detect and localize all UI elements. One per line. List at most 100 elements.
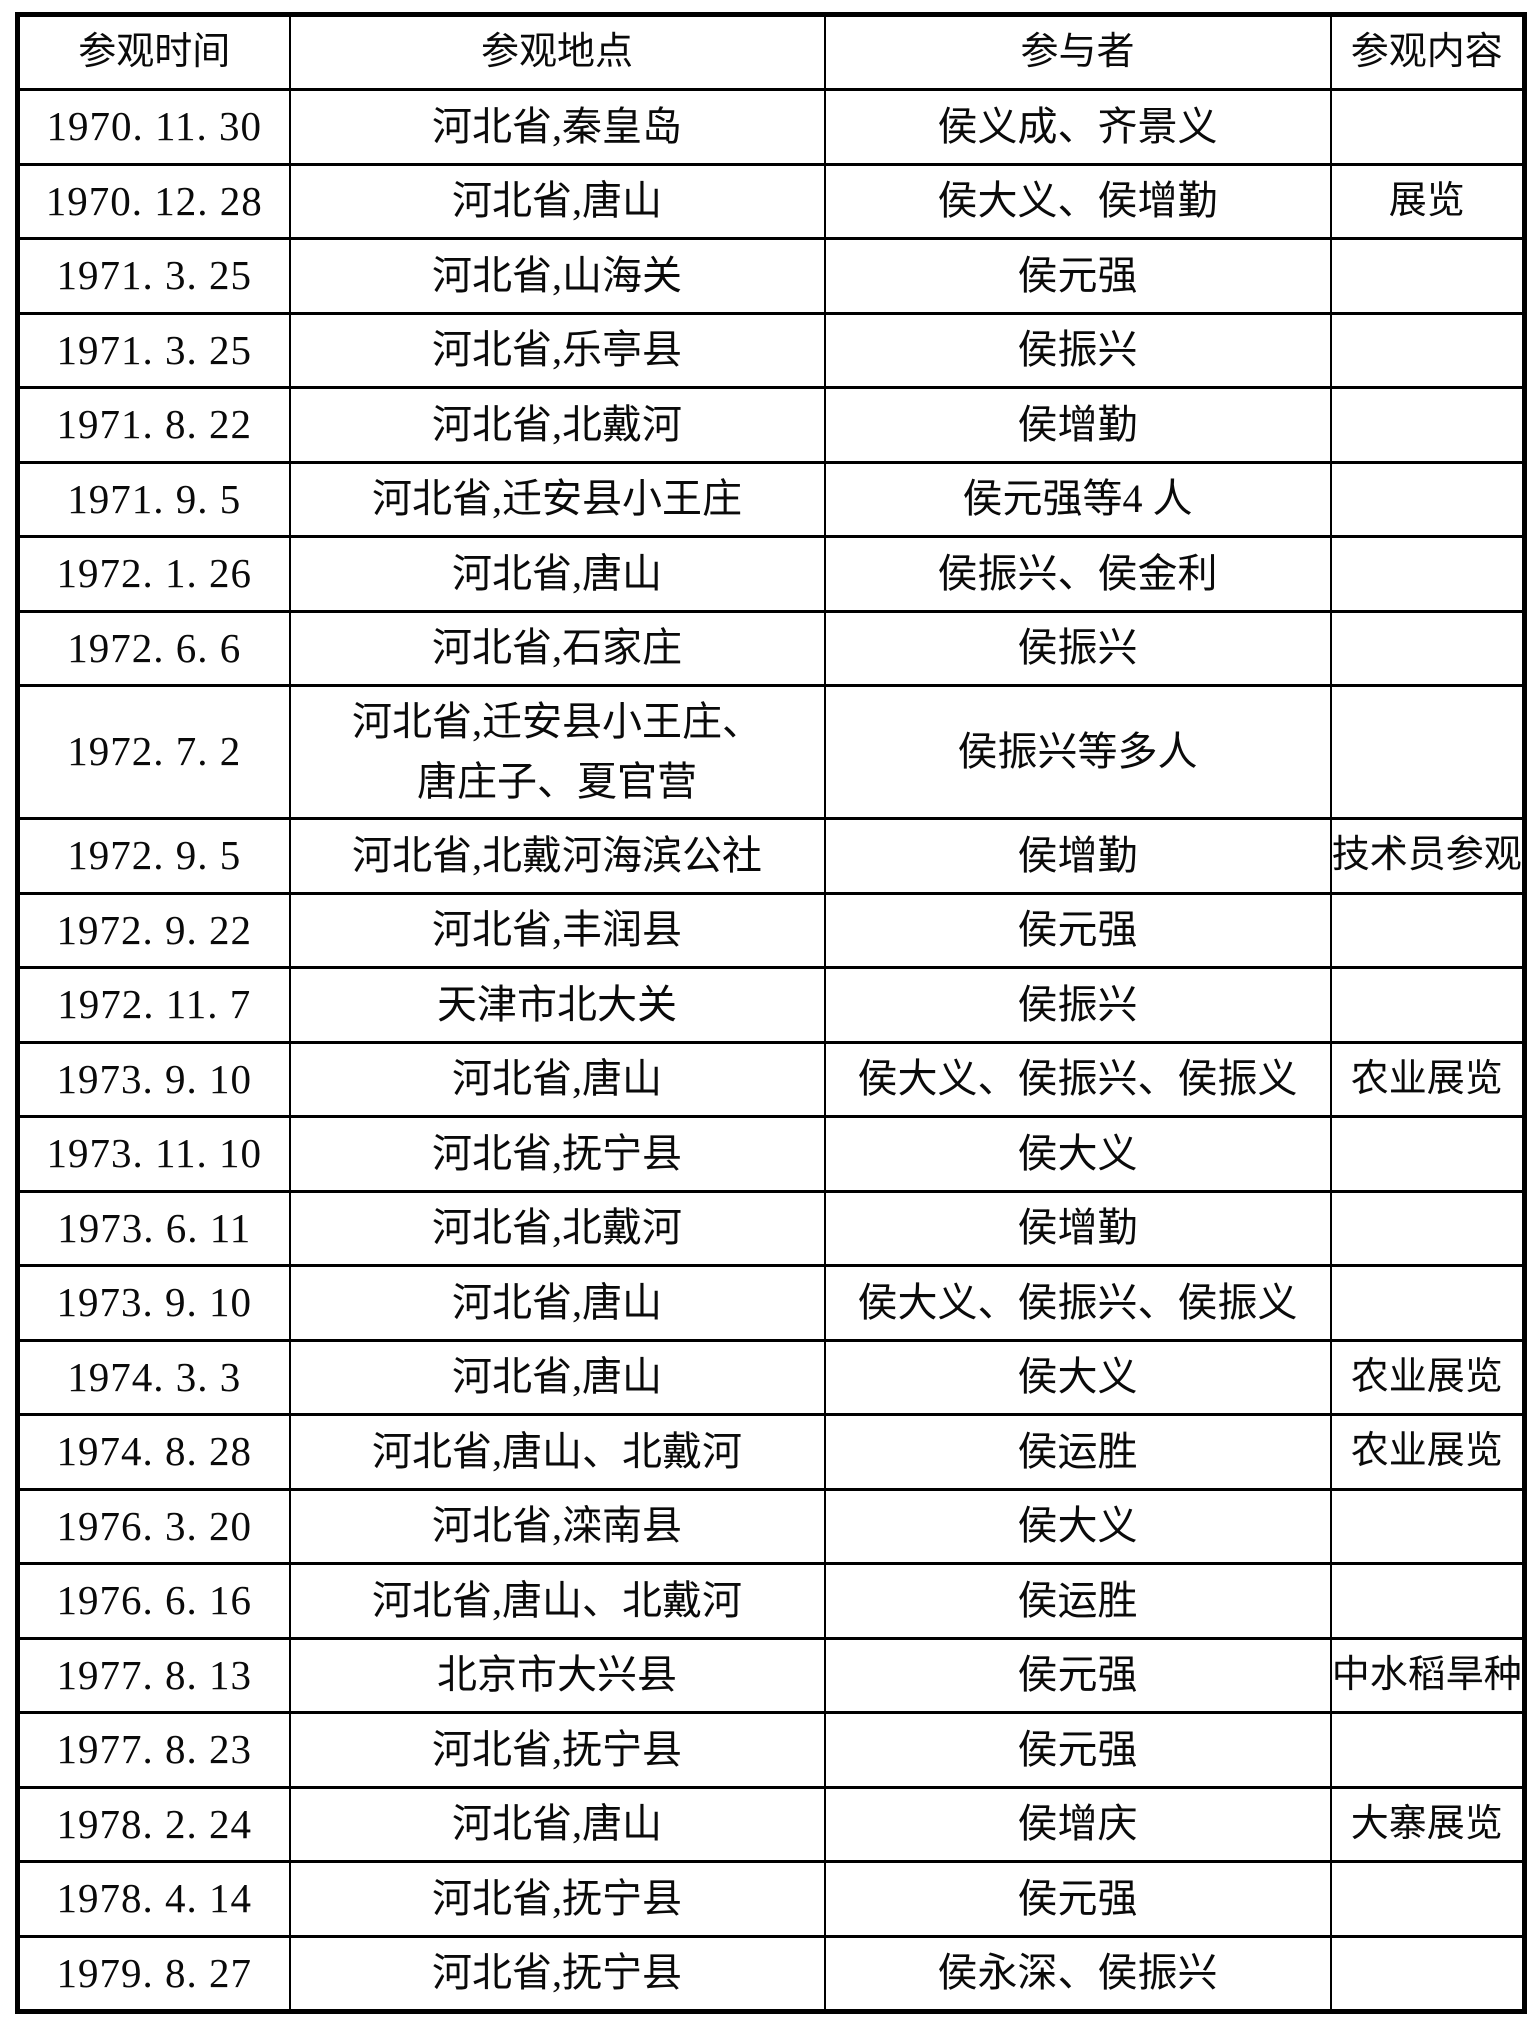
cell-visit-time: 1972. 11. 7 xyxy=(16,966,291,1044)
table-row: 1978. 2. 24 河北省,唐山 侯增庆 大寨展览 xyxy=(16,1785,1526,1863)
cell-visit-place: 北京市大兴县 xyxy=(288,1636,826,1714)
cell-visit-time: 1977. 8. 23 xyxy=(16,1711,291,1789)
cell-visit-place: 河北省,北戴河 xyxy=(288,1189,826,1267)
table-row: 1972. 7. 2 河北省,迁安县小王庄、 唐庄子、夏官营 侯振兴等多人 xyxy=(16,684,1526,820)
cell-visit-content xyxy=(1329,237,1526,315)
cell-visit-place: 河北省,山海关 xyxy=(288,237,826,315)
cell-participants: 侯大义 xyxy=(823,1115,1332,1193)
cell-visit-time: 1972. 9. 22 xyxy=(16,891,291,969)
cell-visit-content xyxy=(1329,1487,1526,1565)
cell-visit-content: 农业展览 xyxy=(1329,1413,1526,1491)
cell-visit-content xyxy=(1329,386,1526,464)
cell-visit-time: 1972. 7. 2 xyxy=(16,684,291,820)
cell-visit-time: 1977. 8. 13 xyxy=(16,1636,291,1714)
cell-visit-place: 河北省,石家庄 xyxy=(288,609,826,687)
cell-visit-time: 1979. 8. 27 xyxy=(16,1934,291,2013)
table-row: 1972. 6. 6 河北省,石家庄 侯振兴 xyxy=(16,609,1526,687)
table-row: 1971. 3. 25 河北省,乐亭县 侯振兴 xyxy=(16,311,1526,389)
table-row: 1974. 8. 28 河北省,唐山、北戴河 侯运胜 农业展览 xyxy=(16,1413,1526,1491)
cell-participants: 侯元强 xyxy=(823,1636,1332,1714)
cell-visit-content xyxy=(1329,1934,1526,2013)
table-row: 1971. 8. 22 河北省,北戴河 侯增勤 xyxy=(16,386,1526,464)
cell-visit-content xyxy=(1329,891,1526,969)
cell-visit-content xyxy=(1329,1115,1526,1193)
cell-participants: 侯元强等4 人 xyxy=(823,460,1332,538)
cell-visit-time: 1972. 9. 5 xyxy=(16,817,291,895)
cell-visit-place: 河北省,北戴河 xyxy=(288,386,826,464)
cell-visit-place: 河北省,滦南县 xyxy=(288,1487,826,1565)
table-row: 1972. 1. 26 河北省,唐山 侯振兴、侯金利 xyxy=(16,535,1526,613)
cell-visit-time: 1978. 4. 14 xyxy=(16,1860,291,1938)
cell-participants: 侯元强 xyxy=(823,1860,1332,1938)
table-row: 1977. 8. 13 北京市大兴县 侯元强 中水稻旱种 xyxy=(16,1636,1526,1714)
cell-visit-time: 1970. 11. 30 xyxy=(16,88,291,166)
table-row: 1972. 9. 22 河北省,丰润县 侯元强 xyxy=(16,891,1526,969)
header-visit-time: 参观时间 xyxy=(16,13,291,91)
cell-participants: 侯义成、齐景义 xyxy=(823,88,1332,166)
cell-visit-content xyxy=(1329,311,1526,389)
cell-participants: 侯运胜 xyxy=(823,1413,1332,1491)
cell-visit-content: 中水稻旱种 xyxy=(1329,1636,1526,1714)
cell-visit-content: 大寨展览 xyxy=(1329,1785,1526,1863)
cell-participants: 侯振兴 xyxy=(823,609,1332,687)
cell-visit-place: 河北省,抚宁县 xyxy=(288,1711,826,1789)
table-row: 1970. 12. 28 河北省,唐山 侯大义、侯增勤 展览 xyxy=(16,162,1526,240)
cell-participants: 侯振兴等多人 xyxy=(823,684,1332,820)
cell-visit-content: 技术员参观 xyxy=(1329,817,1526,895)
cell-participants: 侯大义、侯振兴、侯振义 xyxy=(823,1040,1332,1118)
cell-visit-time: 1974. 8. 28 xyxy=(16,1413,291,1491)
header-participants: 参与者 xyxy=(823,13,1332,91)
cell-visit-place: 河北省,抚宁县 xyxy=(288,1934,826,2013)
cell-visit-time: 1978. 2. 24 xyxy=(16,1785,291,1863)
cell-visit-time: 1971. 3. 25 xyxy=(16,311,291,389)
cell-visit-time: 1971. 8. 22 xyxy=(16,386,291,464)
cell-participants: 侯增勤 xyxy=(823,817,1332,895)
cell-visit-content xyxy=(1329,535,1526,613)
table-row: 1973. 11. 10 河北省,抚宁县 侯大义 xyxy=(16,1115,1526,1193)
table-row: 1978. 4. 14 河北省,抚宁县 侯元强 xyxy=(16,1860,1526,1938)
table-header: 参观时间 参观地点 参与者 参观内容 xyxy=(16,13,1526,91)
header-row: 参观时间 参观地点 参与者 参观内容 xyxy=(16,13,1526,91)
visits-table: 参观时间 参观地点 参与者 参观内容 1970. 11. 30 河北省,秦皇岛 … xyxy=(15,12,1527,2014)
table-row: 1971. 9. 5 河北省,迁安县小王庄 侯元强等4 人 xyxy=(16,460,1526,538)
table-row: 1972. 9. 5 河北省,北戴河海滨公社 侯增勤 技术员参观 xyxy=(16,817,1526,895)
cell-visit-place: 河北省,抚宁县 xyxy=(288,1860,826,1938)
table-body: 1970. 11. 30 河北省,秦皇岛 侯义成、齐景义 1970. 12. 2… xyxy=(16,88,1526,2013)
header-visit-place: 参观地点 xyxy=(288,13,826,91)
cell-visit-content xyxy=(1329,1860,1526,1938)
cell-visit-time: 1972. 1. 26 xyxy=(16,535,291,613)
cell-visit-place: 河北省,抚宁县 xyxy=(288,1115,826,1193)
cell-visit-content xyxy=(1329,460,1526,538)
cell-visit-content xyxy=(1329,88,1526,166)
cell-participants: 侯增勤 xyxy=(823,1189,1332,1267)
table-row: 1974. 3. 3 河北省,唐山 侯大义 农业展览 xyxy=(16,1338,1526,1416)
cell-visit-content xyxy=(1329,609,1526,687)
cell-visit-content: 农业展览 xyxy=(1329,1338,1526,1416)
cell-visit-place: 河北省,迁安县小王庄 xyxy=(288,460,826,538)
cell-visit-place: 河北省,迁安县小王庄、 唐庄子、夏官营 xyxy=(288,684,826,820)
cell-visit-place: 河北省,唐山 xyxy=(288,1264,826,1342)
cell-participants: 侯大义、侯振兴、侯振义 xyxy=(823,1264,1332,1342)
cell-participants: 侯增勤 xyxy=(823,386,1332,464)
cell-visit-time: 1972. 6. 6 xyxy=(16,609,291,687)
cell-participants: 侯运胜 xyxy=(823,1562,1332,1640)
table-row: 1973. 9. 10 河北省,唐山 侯大义、侯振兴、侯振义 农业展览 xyxy=(16,1040,1526,1118)
cell-visit-content: 展览 xyxy=(1329,162,1526,240)
cell-visit-place: 河北省,唐山、北戴河 xyxy=(288,1562,826,1640)
table-row: 1973. 6. 11 河北省,北戴河 侯增勤 xyxy=(16,1189,1526,1267)
cell-visit-content xyxy=(1329,1562,1526,1640)
cell-visit-time: 1976. 3. 20 xyxy=(16,1487,291,1565)
table-row: 1976. 3. 20 河北省,滦南县 侯大义 xyxy=(16,1487,1526,1565)
cell-visit-content: 农业展览 xyxy=(1329,1040,1526,1118)
cell-participants: 侯增庆 xyxy=(823,1785,1332,1863)
cell-participants: 侯大义 xyxy=(823,1338,1332,1416)
cell-visit-place: 河北省,唐山 xyxy=(288,1338,826,1416)
cell-visit-place: 河北省,唐山 xyxy=(288,162,826,240)
cell-participants: 侯大义 xyxy=(823,1487,1332,1565)
table-row: 1970. 11. 30 河北省,秦皇岛 侯义成、齐景义 xyxy=(16,88,1526,166)
cell-visit-content xyxy=(1329,1264,1526,1342)
cell-visit-time: 1973. 9. 10 xyxy=(16,1040,291,1118)
table-row: 1971. 3. 25 河北省,山海关 侯元强 xyxy=(16,237,1526,315)
cell-visit-place: 河北省,唐山 xyxy=(288,1785,826,1863)
